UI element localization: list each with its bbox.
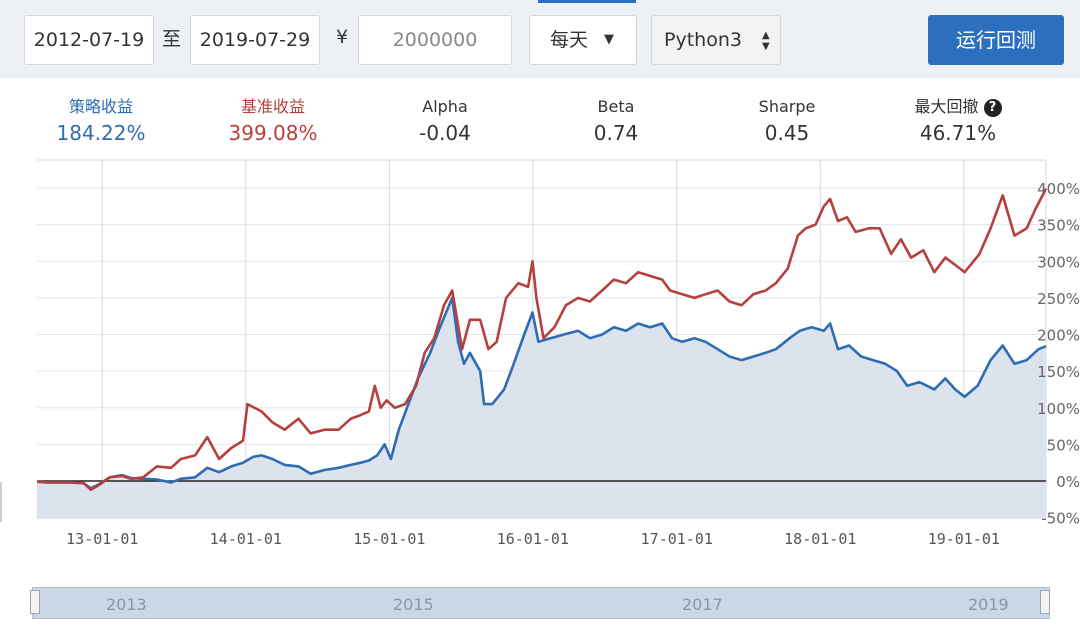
range-navigator[interactable] bbox=[32, 587, 1050, 619]
x-tick-label: 13-01-01 bbox=[66, 530, 138, 548]
x-tick-label: 18-01-01 bbox=[784, 530, 856, 548]
stat-beta: Beta 0.74 bbox=[531, 96, 701, 148]
series-area bbox=[37, 297, 1046, 518]
stat-sharpe: Sharpe 0.45 bbox=[702, 96, 872, 148]
stat-value: -0.04 bbox=[419, 121, 471, 145]
x-tick-label: 14-01-01 bbox=[210, 530, 282, 548]
stat-label: Beta bbox=[597, 97, 635, 116]
stat-label: Alpha bbox=[422, 97, 468, 116]
stat-max-drawdown: 最大回撤 ? 46.71% bbox=[873, 96, 1043, 148]
stat-label-row: 最大回撤 ? bbox=[873, 96, 1043, 118]
active-tab-indicator bbox=[538, 0, 636, 3]
benchmark-return-line bbox=[36, 188, 1048, 492]
end-date-input[interactable]: 2019-07-29 bbox=[190, 15, 320, 65]
x-tick-label: 15-01-01 bbox=[353, 530, 425, 548]
frequency-value: 每天 bbox=[550, 29, 589, 51]
chart-left-marker bbox=[0, 482, 2, 522]
stat-label: 最大回撤 bbox=[914, 97, 979, 116]
y-tick-label: 300% bbox=[1037, 253, 1080, 271]
x-tick-label: 16-01-01 bbox=[497, 530, 569, 548]
stat-value: 0.74 bbox=[593, 121, 639, 145]
strategy-return-line bbox=[36, 296, 1047, 490]
y-tick-label: 100% bbox=[1037, 400, 1080, 418]
stat-value: 46.71% bbox=[919, 121, 997, 145]
y-tick-label: 250% bbox=[1037, 290, 1080, 308]
y-tick-label: -50% bbox=[1041, 510, 1080, 528]
language-select[interactable]: Python3 ▲ ▼ bbox=[651, 15, 781, 65]
x-tick-label: 19-01-01 bbox=[928, 530, 1000, 548]
y-tick-label: 200% bbox=[1037, 327, 1080, 345]
returns-chart: 400% 350% 300% 250% 200% 150% 100% 50% 0% -50% 13-… bbox=[36, 159, 1080, 548]
stat-label: 基准收益 bbox=[240, 97, 305, 116]
stat-label: 策略收益 bbox=[68, 97, 133, 116]
navigator-year-label: 2017 bbox=[682, 595, 723, 614]
sort-caret-icon: ▲ ▼ bbox=[762, 30, 770, 52]
language-value: Python3 bbox=[664, 29, 742, 51]
frequency-select[interactable]: 每天 ▼ bbox=[529, 15, 637, 65]
capital-input[interactable]: 2000000 bbox=[358, 15, 512, 65]
y-tick-label: 150% bbox=[1037, 363, 1080, 381]
backtest-toolbar: 2012-07-19 至 2019-07-29 ¥ 2000000 每天 ▼ P… bbox=[0, 0, 1080, 78]
stat-label: Sharpe bbox=[758, 97, 816, 116]
stat-benchmark-return: 基准收益 399.08% bbox=[188, 96, 358, 148]
chevron-down-icon: ▼ bbox=[604, 32, 614, 47]
run-backtest-button[interactable]: 运行回测 bbox=[928, 15, 1064, 65]
help-icon[interactable]: ? bbox=[983, 99, 1002, 117]
start-date-input[interactable]: 2012-07-19 bbox=[24, 15, 154, 65]
navigator-right-handle[interactable] bbox=[1040, 590, 1050, 614]
y-tick-label: 350% bbox=[1037, 217, 1080, 235]
currency-symbol: ¥ bbox=[336, 26, 349, 48]
navigator-year-label: 2015 bbox=[393, 595, 434, 614]
navigator-year-label: 2019 bbox=[968, 595, 1009, 614]
x-tick-label: 17-01-01 bbox=[641, 530, 713, 548]
y-tick-label: 400% bbox=[1037, 180, 1080, 198]
y-tick-label: 0% bbox=[1056, 473, 1080, 491]
date-range-separator: 至 bbox=[162, 28, 182, 50]
stat-strategy-return: 策略收益 184.22% bbox=[16, 96, 186, 148]
stat-alpha: Alpha -0.04 bbox=[360, 96, 530, 148]
stat-value: 0.45 bbox=[764, 121, 810, 145]
navigator-year-label: 2013 bbox=[106, 595, 147, 614]
stat-value: 184.22% bbox=[56, 121, 146, 145]
y-tick-label: 50% bbox=[1047, 436, 1080, 454]
navigator-left-handle[interactable] bbox=[30, 590, 40, 614]
stat-value: 399.08% bbox=[228, 121, 318, 145]
